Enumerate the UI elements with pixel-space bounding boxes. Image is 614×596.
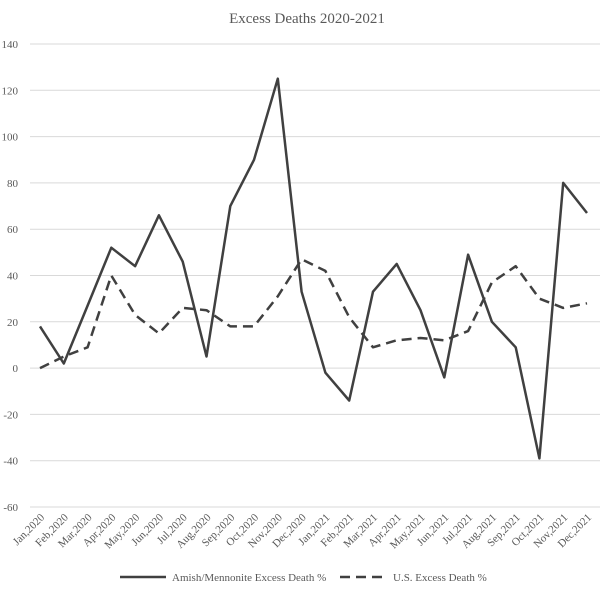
series-lines [38,77,588,460]
y-tick-label: 20 [7,317,19,329]
amish-mennonite-series-line [38,77,588,460]
legend-label: U.S. Excess Death % [393,572,487,584]
x-axis-ticks: Jan,2020Feb,2020Mar,2020Apr,2020May,2020… [11,511,594,551]
y-tick-label: 0 [13,363,19,375]
y-tick-label: 80 [7,178,19,190]
y-tick-label: 40 [7,271,19,283]
y-tick-label: 60 [7,224,19,236]
legend: Amish/Mennonite Excess Death % U.S. Exces… [120,572,487,584]
y-tick-label: 100 [2,132,19,144]
legend-label: Amish/Mennonite Excess Death % [172,572,326,584]
y-tick-label: 120 [2,85,19,97]
y-axis-ticks: -60 -40 -20 0 20 40 60 80 100 120 140 [2,39,19,514]
y-tick-label: -60 [3,502,18,514]
us-series-line [39,258,588,370]
y-tick-label: 140 [2,39,19,51]
y-tick-label: -40 [3,456,18,468]
gridlines [30,43,600,508]
chart-title: Excess Deaths 2020-2021 [229,11,385,27]
y-tick-label: -20 [3,409,18,421]
